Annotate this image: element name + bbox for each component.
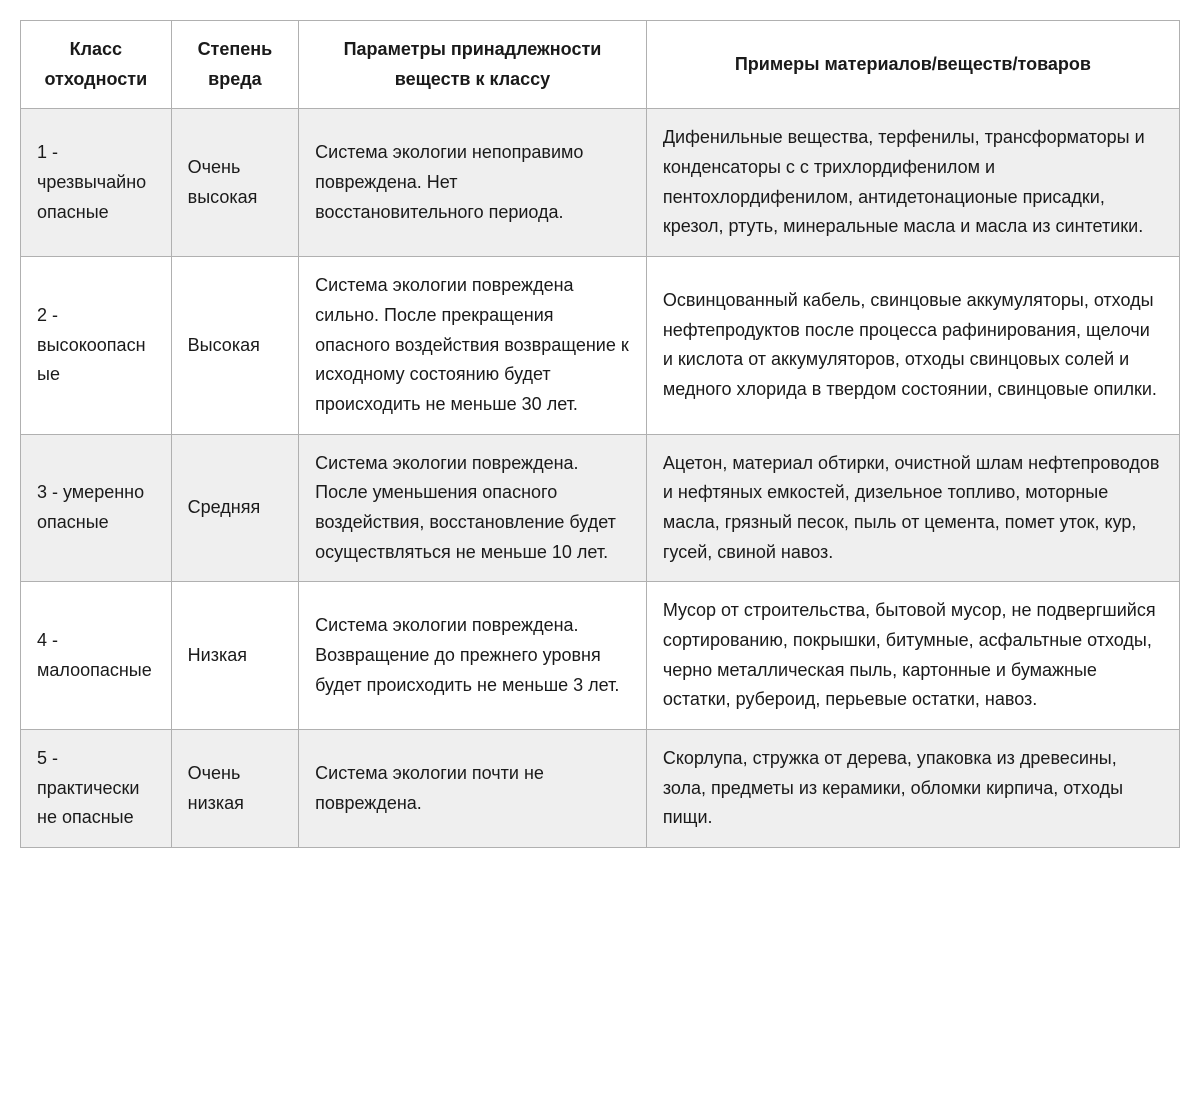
col-header-params: Параметры принадлежности веществ к класс… xyxy=(299,21,647,109)
col-header-class: Класс отходности xyxy=(21,21,172,109)
cell-class: 5 - практически не опасные xyxy=(21,730,172,848)
cell-class: 4 - малоопасные xyxy=(21,582,172,730)
cell-class: 2 - высокоопасные xyxy=(21,257,172,434)
cell-params: Система экологии повреждена сильно. Посл… xyxy=(299,257,647,434)
cell-severity: Очень низкая xyxy=(171,730,298,848)
cell-examples: Мусор от строительства, бытовой мусор, н… xyxy=(646,582,1179,730)
cell-severity: Высокая xyxy=(171,257,298,434)
cell-params: Система экологии повреждена. Возвращение… xyxy=(299,582,647,730)
cell-examples: Скорлупа, стружка от дерева, упаковка из… xyxy=(646,730,1179,848)
cell-examples: Дифенильные вещества, терфенилы, трансфо… xyxy=(646,109,1179,257)
table-header-row: Класс отходности Степень вреда Параметры… xyxy=(21,21,1180,109)
cell-class: 3 - умеренно опасные xyxy=(21,434,172,582)
cell-severity: Низкая xyxy=(171,582,298,730)
waste-classification-table: Класс отходности Степень вреда Параметры… xyxy=(20,20,1180,848)
table-row: 5 - практически не опасные Очень низкая … xyxy=(21,730,1180,848)
cell-class: 1 - чрезвычайно опасные xyxy=(21,109,172,257)
cell-params: Система экологии почти не повреждена. xyxy=(299,730,647,848)
table-row: 2 - высокоопасные Высокая Система эколог… xyxy=(21,257,1180,434)
table-row: 4 - малоопасные Низкая Система экологии … xyxy=(21,582,1180,730)
cell-params: Система экологии непоправимо повреждена.… xyxy=(299,109,647,257)
cell-examples: Ацетон, материал обтирки, очистной шлам … xyxy=(646,434,1179,582)
cell-severity: Средняя xyxy=(171,434,298,582)
cell-severity: Очень высокая xyxy=(171,109,298,257)
col-header-examples: Примеры материалов/веществ/товаров xyxy=(646,21,1179,109)
cell-params: Система экологии повреждена. После умень… xyxy=(299,434,647,582)
col-header-severity: Степень вреда xyxy=(171,21,298,109)
table-row: 3 - умеренно опасные Средняя Система эко… xyxy=(21,434,1180,582)
cell-examples: Освинцованный кабель, свинцовые аккумуля… xyxy=(646,257,1179,434)
table-row: 1 - чрезвычайно опасные Очень высокая Си… xyxy=(21,109,1180,257)
